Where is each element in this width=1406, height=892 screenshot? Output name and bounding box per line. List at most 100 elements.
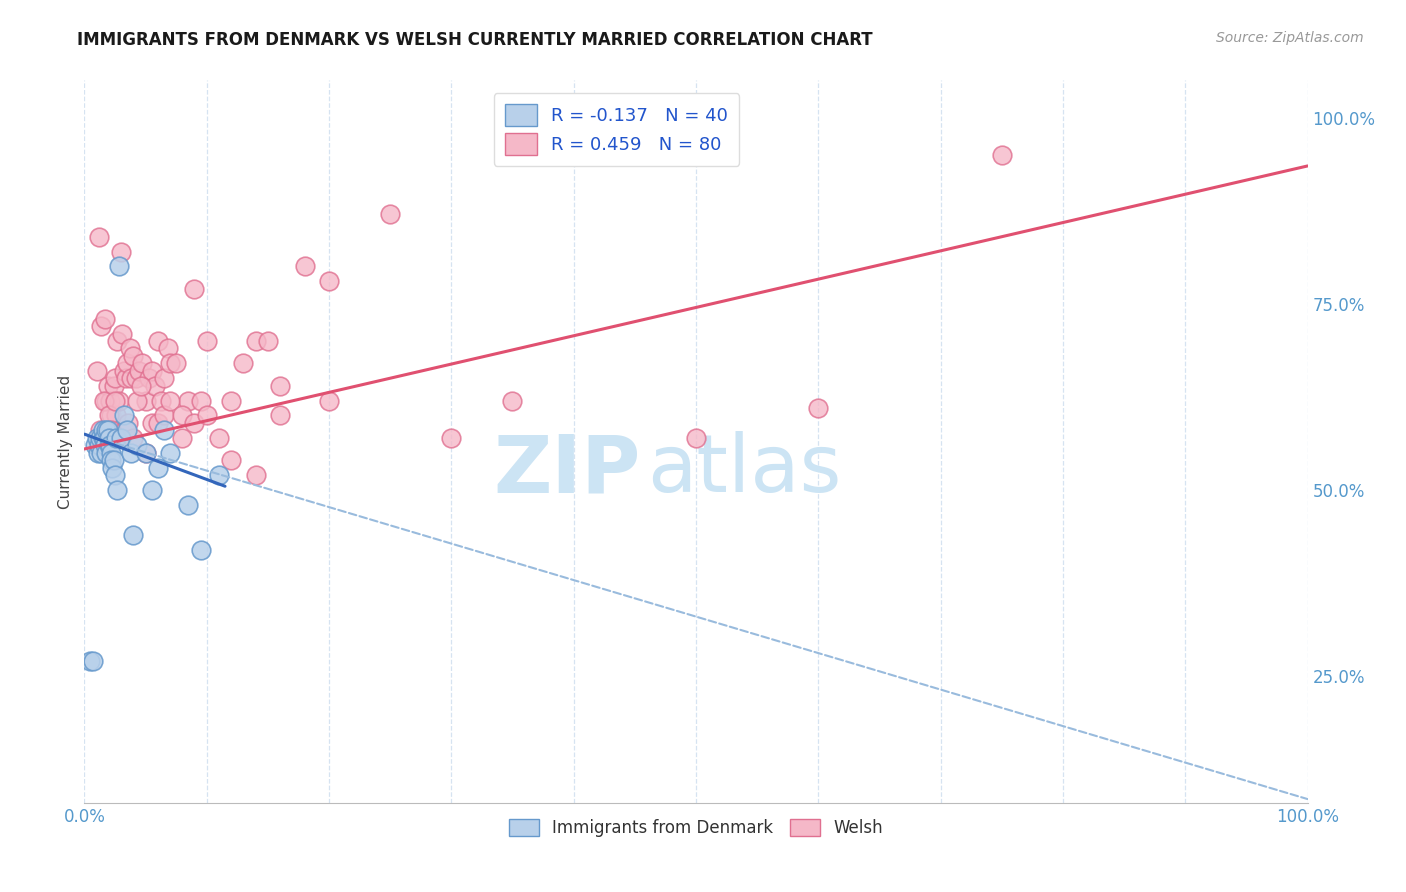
Text: Source: ZipAtlas.com: Source: ZipAtlas.com — [1216, 31, 1364, 45]
Point — [103, 453, 125, 467]
Point — [141, 483, 163, 497]
Point — [125, 371, 148, 385]
Point — [98, 438, 121, 452]
Point — [104, 371, 127, 385]
Point — [120, 446, 142, 460]
Point — [190, 393, 212, 408]
Point — [183, 282, 205, 296]
Point — [91, 431, 114, 445]
Point — [208, 468, 231, 483]
Point — [94, 438, 117, 452]
Point — [440, 431, 463, 445]
Point — [114, 423, 136, 437]
Point — [685, 431, 707, 445]
Point — [103, 378, 125, 392]
Point — [107, 260, 129, 274]
Point — [100, 453, 122, 467]
Point — [146, 334, 169, 348]
Point — [141, 364, 163, 378]
Point — [79, 654, 101, 668]
Point — [159, 393, 181, 408]
Text: atlas: atlas — [647, 432, 841, 509]
Point — [138, 371, 160, 385]
Point — [502, 393, 524, 408]
Point — [294, 260, 316, 274]
Point — [135, 446, 157, 460]
Point — [107, 431, 129, 445]
Point — [135, 446, 157, 460]
Text: IMMIGRANTS FROM DENMARK VS WELSH CURRENTLY MARRIED CORRELATION CHART: IMMIGRANTS FROM DENMARK VS WELSH CURRENT… — [77, 31, 873, 49]
Point — [177, 498, 200, 512]
Point — [96, 446, 118, 460]
Point — [93, 393, 115, 408]
Point — [183, 416, 205, 430]
Point — [110, 431, 132, 445]
Point — [172, 409, 194, 423]
Point — [111, 326, 134, 341]
Point — [104, 468, 127, 483]
Point — [97, 409, 120, 423]
Point — [86, 431, 108, 445]
Point — [122, 527, 145, 541]
Point — [232, 356, 254, 370]
Point — [82, 654, 104, 668]
Point — [156, 342, 179, 356]
Point — [125, 393, 148, 408]
Point — [97, 378, 120, 392]
Point — [100, 409, 122, 423]
Point — [105, 409, 128, 423]
Legend: Immigrants from Denmark, Welsh: Immigrants from Denmark, Welsh — [501, 810, 891, 845]
Point — [89, 431, 111, 445]
Point — [150, 393, 173, 408]
Point — [105, 483, 128, 497]
Point — [153, 423, 176, 437]
Point — [131, 356, 153, 370]
Point — [120, 371, 142, 385]
Point — [219, 393, 242, 408]
Text: ZIP: ZIP — [494, 432, 641, 509]
Point — [129, 378, 152, 392]
Point — [172, 431, 194, 445]
Point — [115, 423, 138, 437]
Point — [122, 349, 145, 363]
Point — [165, 356, 187, 370]
Point — [91, 423, 114, 437]
Point — [991, 148, 1014, 162]
Point — [105, 431, 128, 445]
Point — [101, 460, 124, 475]
Point — [153, 409, 176, 423]
Point — [97, 423, 120, 437]
Point — [159, 446, 181, 460]
Point — [90, 446, 112, 460]
Point — [219, 453, 242, 467]
Point — [245, 334, 267, 348]
Point — [87, 446, 110, 460]
Point — [89, 423, 111, 437]
Point — [100, 446, 122, 460]
Point — [195, 334, 218, 348]
Point — [128, 364, 150, 378]
Point — [141, 416, 163, 430]
Point — [110, 244, 132, 259]
Point — [100, 423, 122, 437]
Point — [177, 393, 200, 408]
Point — [112, 409, 135, 423]
Point — [318, 274, 340, 288]
Point — [86, 364, 108, 378]
Point — [87, 229, 110, 244]
Point — [112, 364, 135, 378]
Point — [146, 460, 169, 475]
Point — [101, 423, 124, 437]
Point — [190, 542, 212, 557]
Point — [153, 371, 176, 385]
Point — [257, 334, 280, 348]
Point — [125, 438, 148, 452]
Point — [269, 378, 291, 392]
Point — [135, 393, 157, 408]
Point — [208, 431, 231, 445]
Point — [97, 431, 120, 445]
Point — [96, 423, 118, 437]
Point — [96, 393, 118, 408]
Point — [93, 431, 115, 445]
Point — [115, 356, 138, 370]
